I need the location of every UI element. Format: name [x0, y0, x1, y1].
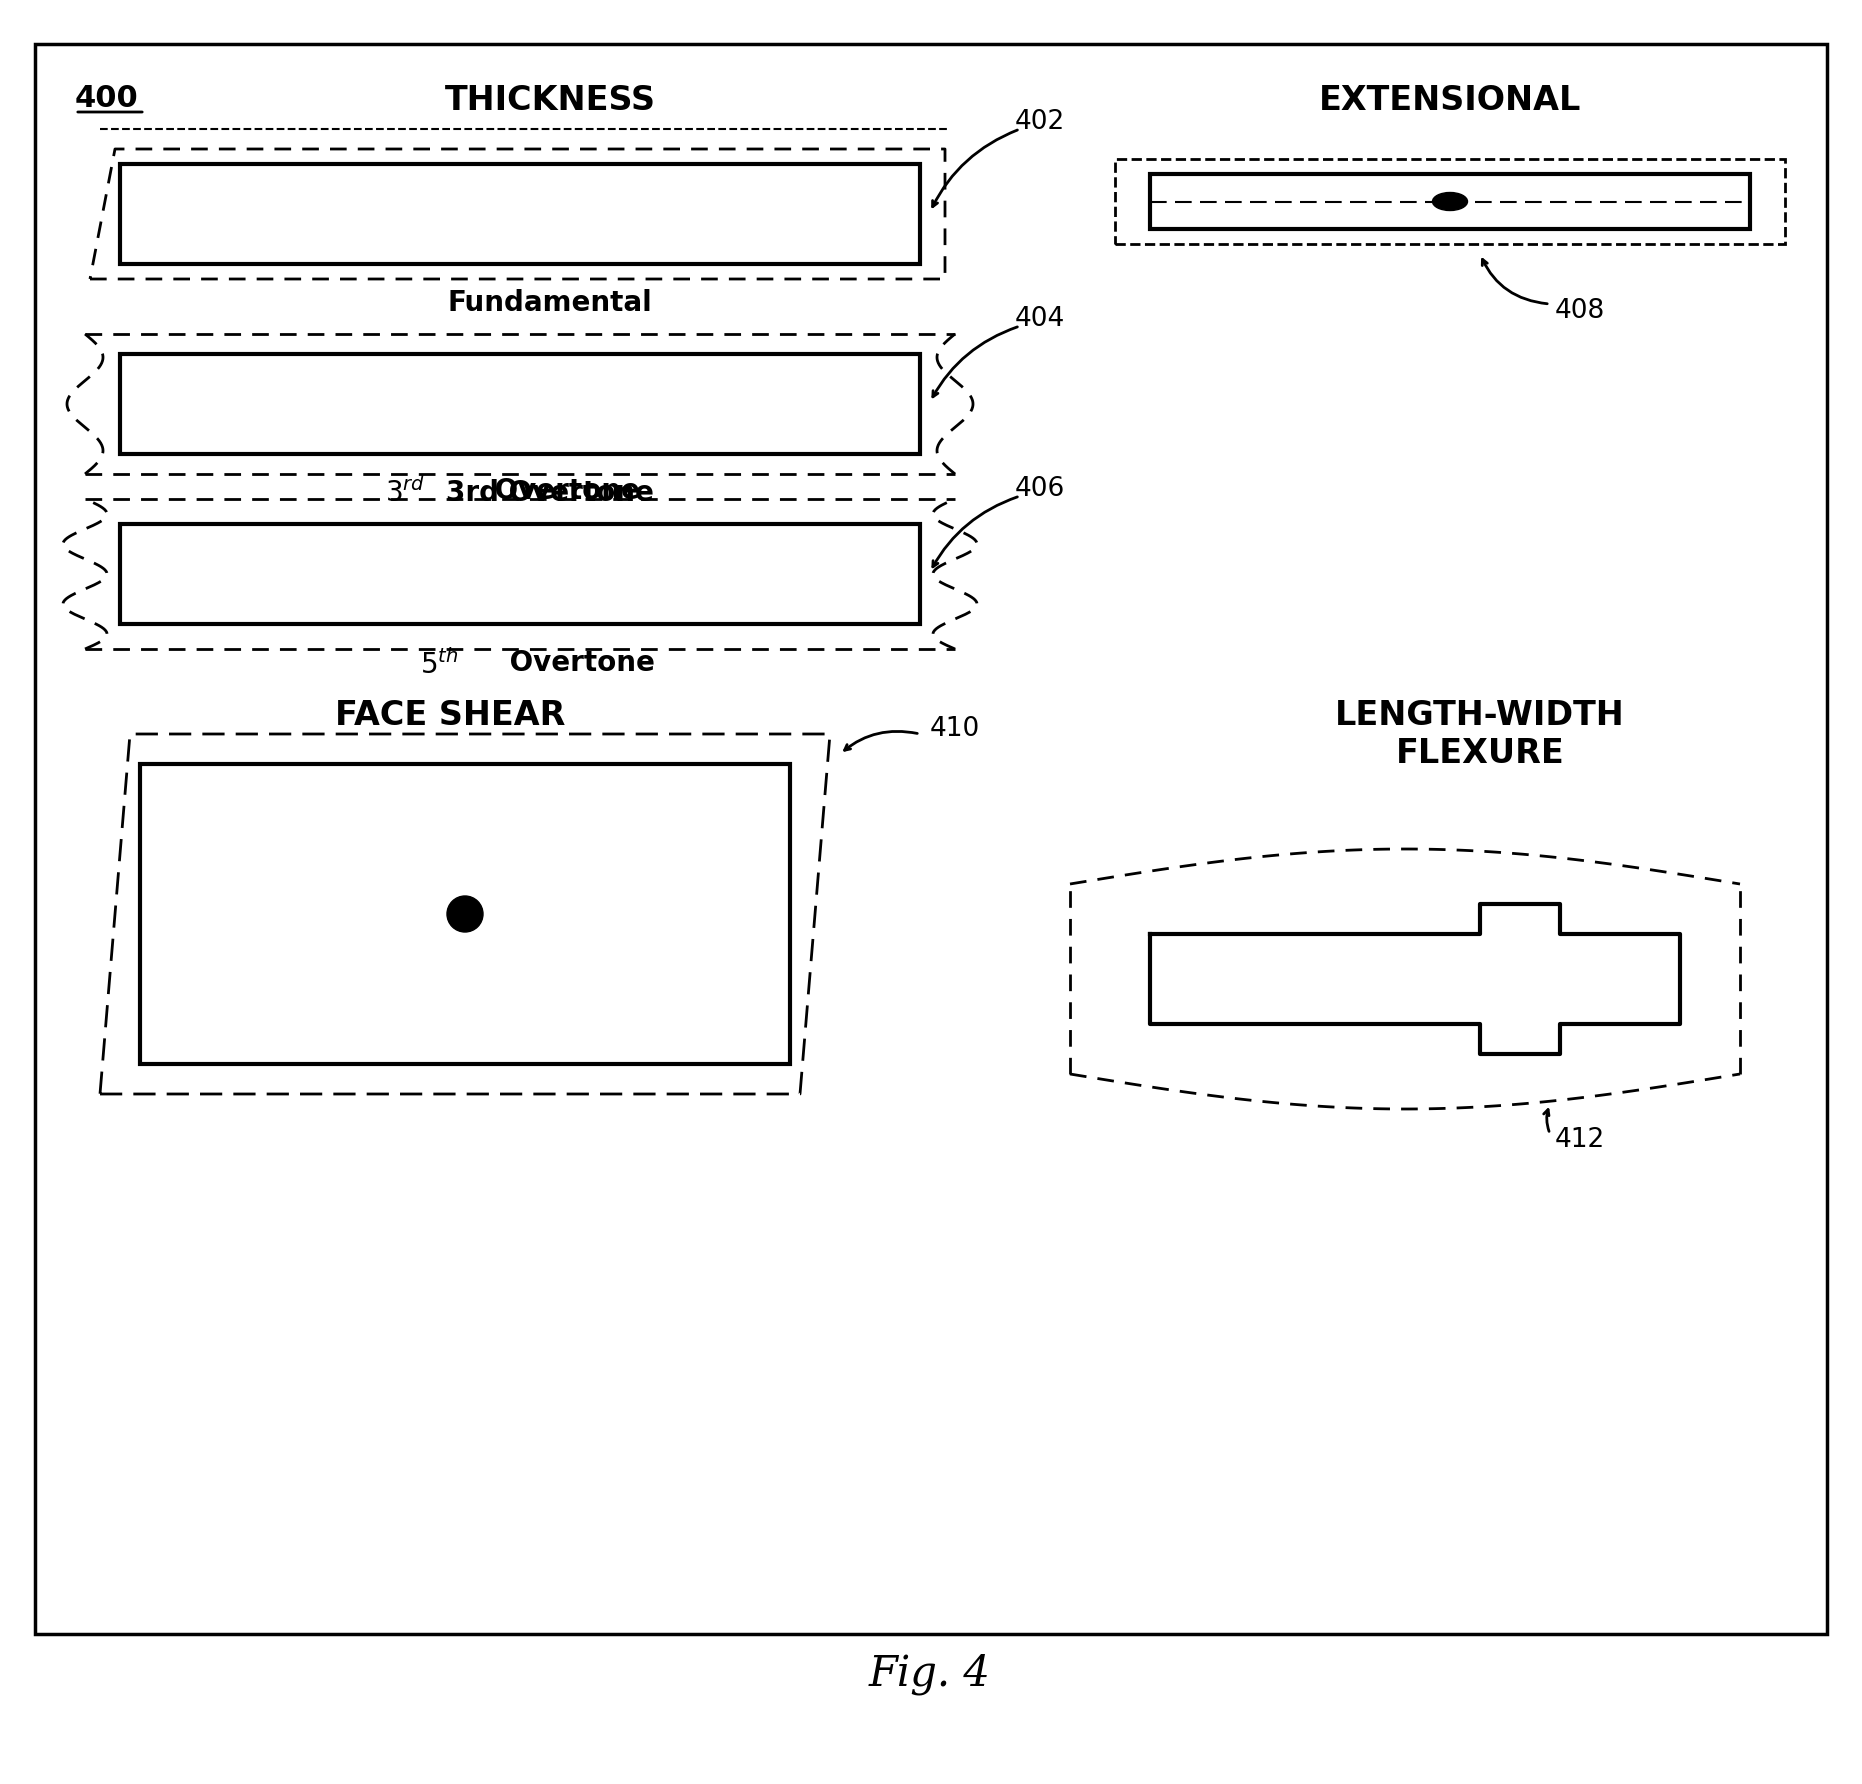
Circle shape: [447, 896, 482, 931]
Text: Fundamental: Fundamental: [447, 289, 652, 318]
Text: 406: 406: [1015, 476, 1065, 501]
Text: Overtone: Overtone: [484, 476, 641, 505]
Bar: [140, 764, 789, 1063]
Text: THICKNESS: THICKNESS: [445, 84, 655, 118]
Text: $3^{rd}$: $3^{rd}$: [385, 476, 425, 508]
Text: LENGTH-WIDTH
FLEXURE: LENGTH-WIDTH FLEXURE: [1335, 699, 1626, 771]
Text: Fig. 4: Fig. 4: [870, 1654, 991, 1695]
Bar: [119, 353, 920, 453]
Text: 408: 408: [1555, 298, 1605, 325]
Bar: [119, 524, 920, 624]
Text: 410: 410: [929, 715, 979, 742]
Text: 404: 404: [1015, 307, 1065, 332]
Text: EXTENSIONAL: EXTENSIONAL: [1318, 84, 1581, 118]
Bar: [1151, 175, 1750, 228]
Text: FACE SHEAR: FACE SHEAR: [335, 699, 566, 731]
Text: 400: 400: [74, 84, 140, 112]
Bar: [1115, 159, 1786, 244]
Ellipse shape: [1432, 193, 1467, 211]
Text: 402: 402: [1015, 109, 1065, 136]
Text: Overtone: Overtone: [501, 649, 655, 676]
FancyBboxPatch shape: [35, 45, 1827, 1634]
Text: 3rd Overtone: 3rd Overtone: [447, 478, 654, 507]
Text: 412: 412: [1555, 1127, 1605, 1152]
Bar: [119, 164, 920, 264]
Text: $5^{th}$: $5^{th}$: [421, 649, 458, 680]
